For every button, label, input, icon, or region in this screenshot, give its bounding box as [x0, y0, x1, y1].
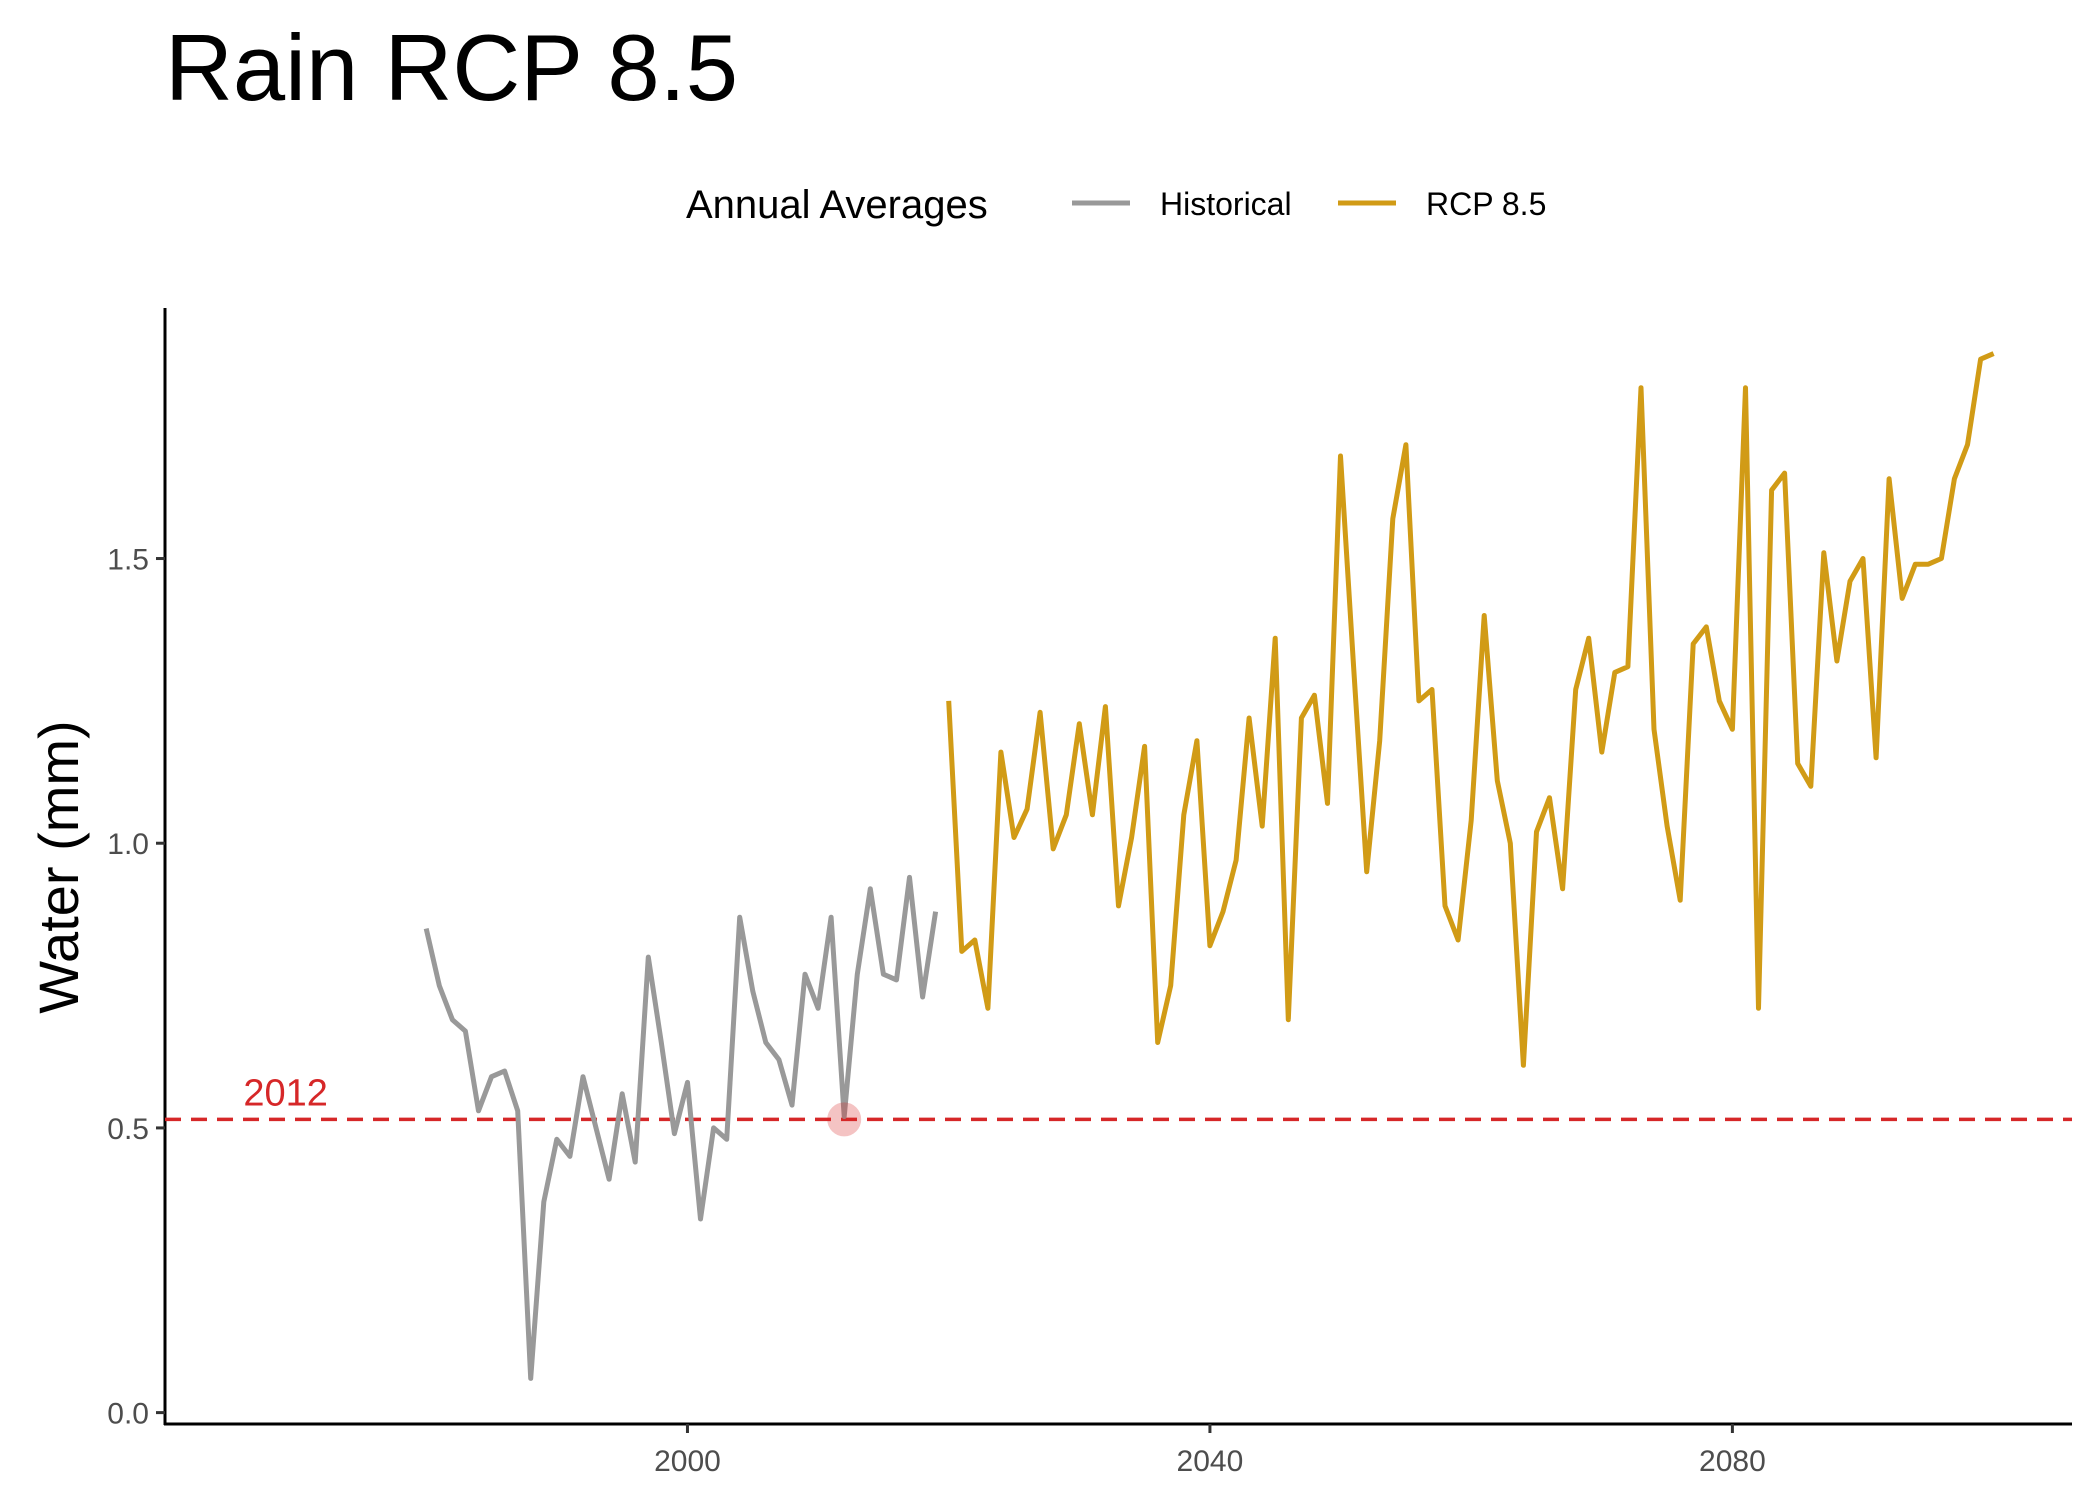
legend: Annual Averages Historical RCP 8.5: [686, 183, 1546, 227]
series-line-historical: [423, 874, 939, 1381]
reference-line-group: 2012: [165, 1072, 2072, 1122]
series-line-rcp-8-5: [946, 351, 1995, 1068]
y-tick-label: 1.0: [107, 828, 149, 861]
y-tick-label: 0.5: [107, 1113, 149, 1146]
reference-line-label: 2012: [243, 1072, 328, 1114]
x-tick-label: 2000: [654, 1445, 721, 1478]
y-ticks: 0.0 0.5 1.0 1.5: [107, 544, 165, 1431]
y-axis-title: Water (mm): [27, 720, 90, 1013]
legend-label-historical: Historical: [1160, 186, 1292, 222]
series-group: [423, 351, 1995, 1381]
chart-title: Rain RCP 8.5: [165, 15, 738, 120]
legend-title: Annual Averages: [686, 183, 988, 227]
y-tick-label: 1.5: [107, 544, 149, 577]
y-tick-label: 0.0: [107, 1398, 149, 1431]
x-tick-label: 2040: [1177, 1445, 1244, 1478]
x-ticks: 2000 2040 2080: [654, 1424, 1766, 1478]
x-tick-label: 2080: [1699, 1445, 1766, 1478]
legend-label-rcp85: RCP 8.5: [1426, 186, 1546, 222]
highlight-point: [827, 1102, 862, 1137]
